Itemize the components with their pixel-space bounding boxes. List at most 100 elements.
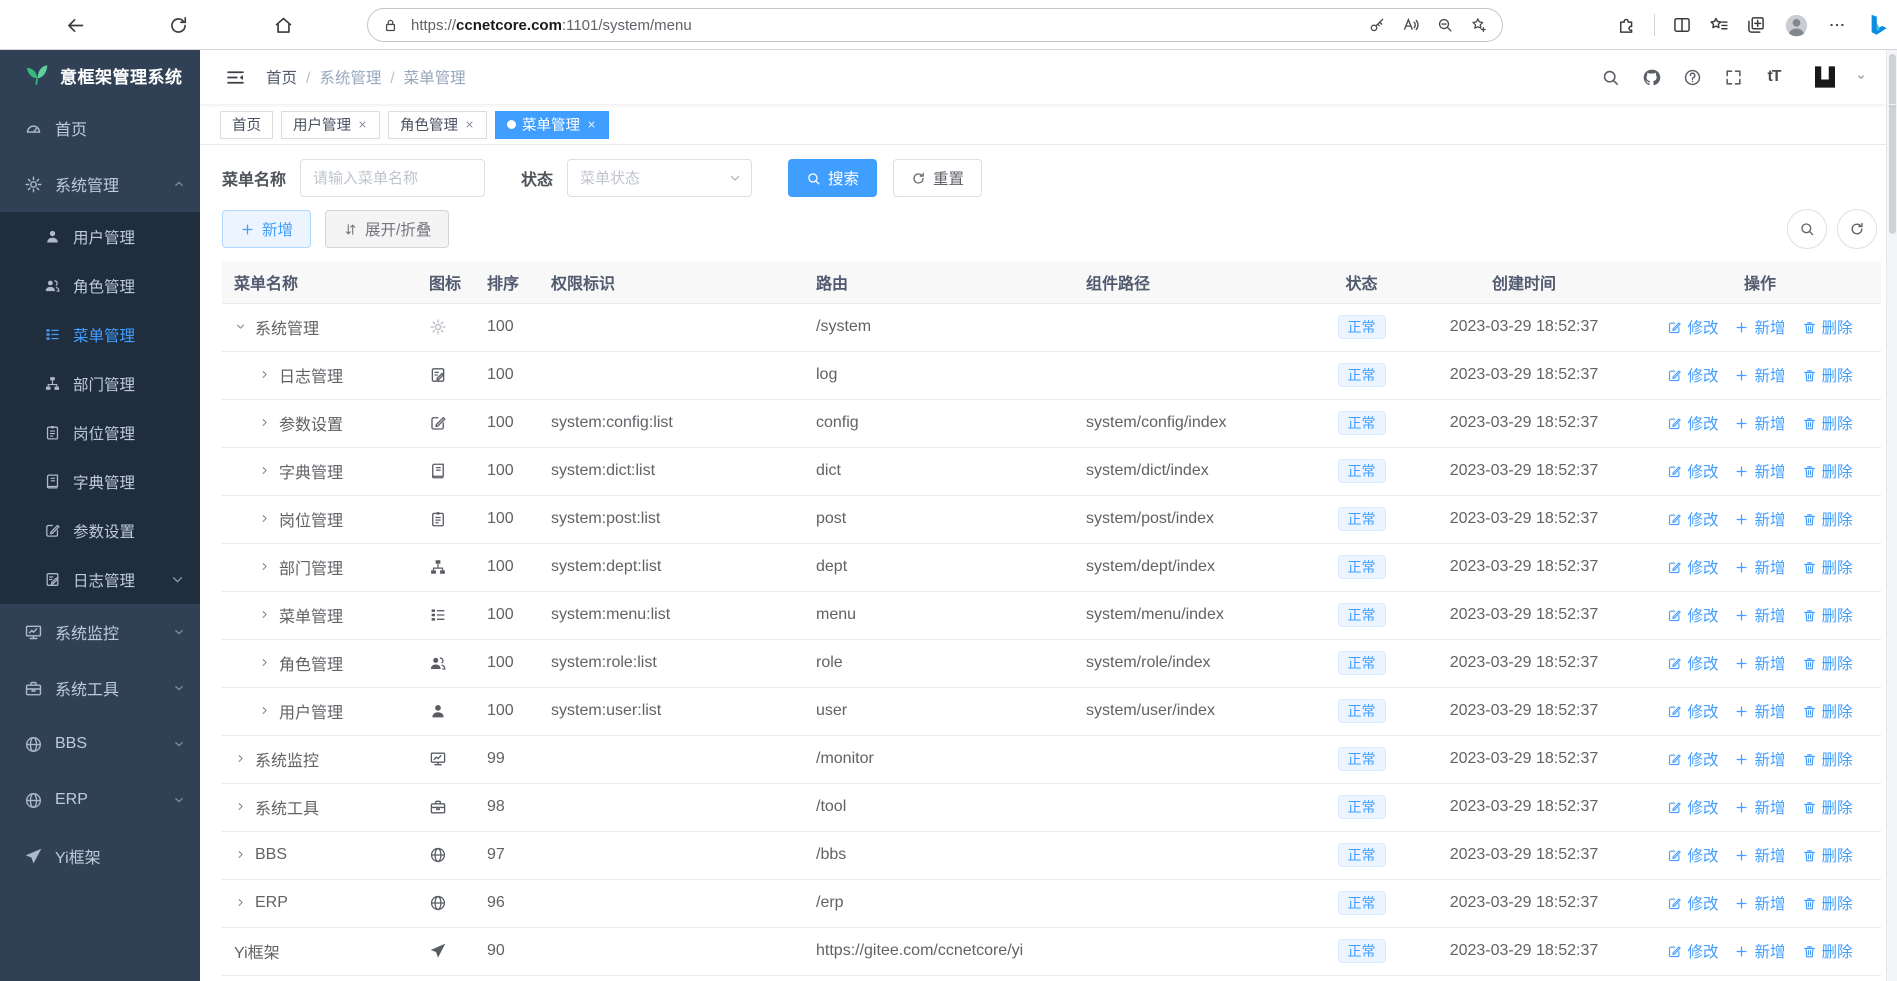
tab-close-button[interactable]	[586, 117, 597, 133]
reset-button[interactable]: 重置	[893, 159, 983, 197]
question-button[interactable]	[1679, 64, 1705, 90]
delete-link[interactable]: 删除	[1802, 796, 1853, 818]
sidebar-item-首页[interactable]: 首页	[0, 100, 200, 156]
sidebar-item-BBS[interactable]: BBS	[0, 716, 200, 772]
row-expand-caret[interactable]	[258, 606, 271, 624]
reload-button[interactable]	[159, 6, 197, 44]
tab-菜单管理[interactable]: 菜单管理	[495, 110, 609, 139]
row-expand-caret[interactable]	[258, 414, 271, 432]
edit-link[interactable]: 修改	[1667, 796, 1718, 818]
edit-link[interactable]: 修改	[1667, 604, 1718, 626]
expand-collapse-button[interactable]: 展开/折叠	[325, 210, 450, 248]
add-link[interactable]: 新增	[1734, 508, 1786, 530]
add-button[interactable]: 新增	[222, 210, 312, 248]
sidebar-item-参数设置[interactable]: 参数设置	[0, 506, 200, 555]
tab-close-button[interactable]	[357, 117, 368, 133]
menu-name-input[interactable]	[300, 159, 486, 197]
add-link[interactable]: 新增	[1734, 892, 1786, 914]
sidebar-item-岗位管理[interactable]: 岗位管理	[0, 408, 200, 457]
delete-link[interactable]: 删除	[1802, 652, 1853, 674]
breadcrumb-item[interactable]: 系统管理	[319, 70, 382, 87]
edit-link[interactable]: 修改	[1667, 364, 1718, 386]
delete-link[interactable]: 删除	[1802, 748, 1853, 770]
sidebar-item-系统管理[interactable]: 系统管理	[0, 156, 200, 212]
row-expand-caret[interactable]	[234, 846, 247, 864]
edit-link[interactable]: 修改	[1667, 748, 1718, 770]
sidebar-item-用户管理[interactable]: 用户管理	[0, 212, 200, 261]
row-expand-caret[interactable]	[258, 462, 271, 480]
breadcrumb-item[interactable]: 菜单管理	[403, 70, 466, 87]
add-link[interactable]: 新增	[1734, 604, 1786, 626]
home-button[interactable]	[264, 6, 302, 44]
status-select[interactable]	[567, 159, 753, 197]
page-scrollbar[interactable]	[1886, 50, 1897, 981]
github-button[interactable]	[1638, 64, 1664, 90]
add-link[interactable]: 新增	[1734, 364, 1786, 386]
font-size-button[interactable]: tT	[1761, 64, 1787, 90]
show-search-button[interactable]	[1787, 209, 1827, 249]
user-menu-caret[interactable]	[1855, 68, 1867, 86]
delete-link[interactable]: 删除	[1802, 604, 1853, 626]
add-link[interactable]: 新增	[1734, 556, 1786, 578]
row-expand-caret[interactable]	[258, 558, 271, 576]
row-expand-caret[interactable]	[258, 702, 271, 720]
tab-首页[interactable]: 首页	[220, 110, 273, 139]
more-button[interactable]	[1827, 15, 1847, 35]
delete-link[interactable]: 删除	[1802, 556, 1853, 578]
add-link[interactable]: 新增	[1734, 700, 1786, 722]
row-expand-caret[interactable]	[258, 654, 271, 672]
search-button[interactable]: 搜索	[788, 159, 878, 197]
delete-link[interactable]: 删除	[1802, 892, 1853, 914]
add-link[interactable]: 新增	[1734, 460, 1786, 482]
breadcrumb-item[interactable]: 首页	[266, 70, 298, 87]
row-expand-caret[interactable]	[234, 894, 247, 912]
edit-link[interactable]: 修改	[1667, 556, 1718, 578]
address-bar[interactable]: https://ccnetcore.com:1101/system/menu	[367, 8, 1503, 42]
edit-link[interactable]: 修改	[1667, 412, 1718, 434]
extensions-button[interactable]	[1617, 15, 1637, 35]
sidebar-item-部门管理[interactable]: 部门管理	[0, 359, 200, 408]
search-button[interactable]	[1597, 64, 1623, 90]
delete-link[interactable]: 删除	[1802, 508, 1853, 530]
delete-link[interactable]: 删除	[1802, 364, 1853, 386]
profile-avatar[interactable]	[1783, 12, 1810, 39]
row-expand-caret[interactable]	[234, 750, 247, 768]
sidebar-item-字典管理[interactable]: 字典管理	[0, 457, 200, 506]
add-link[interactable]: 新增	[1734, 316, 1786, 338]
delete-link[interactable]: 删除	[1802, 412, 1853, 434]
refresh-table-button[interactable]	[1837, 209, 1877, 249]
split-screen-button[interactable]	[1672, 15, 1692, 35]
star-plus-button[interactable]	[1470, 16, 1488, 34]
key-button[interactable]	[1368, 16, 1386, 34]
sidebar-item-系统监控[interactable]: 系统监控	[0, 604, 200, 660]
row-collapse-caret[interactable]	[234, 318, 247, 336]
collections-button[interactable]	[1746, 15, 1766, 35]
read-aloud-button[interactable]	[1402, 16, 1420, 34]
edit-link[interactable]: 修改	[1667, 508, 1718, 530]
tab-用户管理[interactable]: 用户管理	[281, 110, 380, 139]
scrollbar-thumb[interactable]	[1889, 54, 1896, 234]
zoom-out-button[interactable]	[1436, 16, 1454, 34]
back-button[interactable]	[56, 6, 94, 44]
delete-link[interactable]: 删除	[1802, 844, 1853, 866]
edit-link[interactable]: 修改	[1667, 652, 1718, 674]
sidebar-item-角色管理[interactable]: 角色管理	[0, 261, 200, 310]
edit-link[interactable]: 修改	[1667, 892, 1718, 914]
sidebar-item-日志管理[interactable]: 日志管理	[0, 555, 200, 604]
edit-link[interactable]: 修改	[1667, 940, 1718, 962]
fullscreen-button[interactable]	[1720, 64, 1746, 90]
bing-button[interactable]	[1864, 12, 1891, 39]
delete-link[interactable]: 删除	[1802, 940, 1853, 962]
tab-close-button[interactable]	[464, 117, 475, 133]
add-link[interactable]: 新增	[1734, 748, 1786, 770]
edit-link[interactable]: 修改	[1667, 460, 1718, 482]
favorites-button[interactable]	[1709, 15, 1729, 35]
row-expand-caret[interactable]	[258, 366, 271, 384]
sidebar-collapse-button[interactable]	[220, 62, 250, 92]
edit-link[interactable]: 修改	[1667, 700, 1718, 722]
delete-link[interactable]: 删除	[1802, 460, 1853, 482]
user-menu[interactable]	[1802, 62, 1840, 92]
sidebar-item-Yi框架[interactable]: Yi框架	[0, 828, 200, 884]
add-link[interactable]: 新增	[1734, 940, 1786, 962]
edit-link[interactable]: 修改	[1667, 316, 1718, 338]
